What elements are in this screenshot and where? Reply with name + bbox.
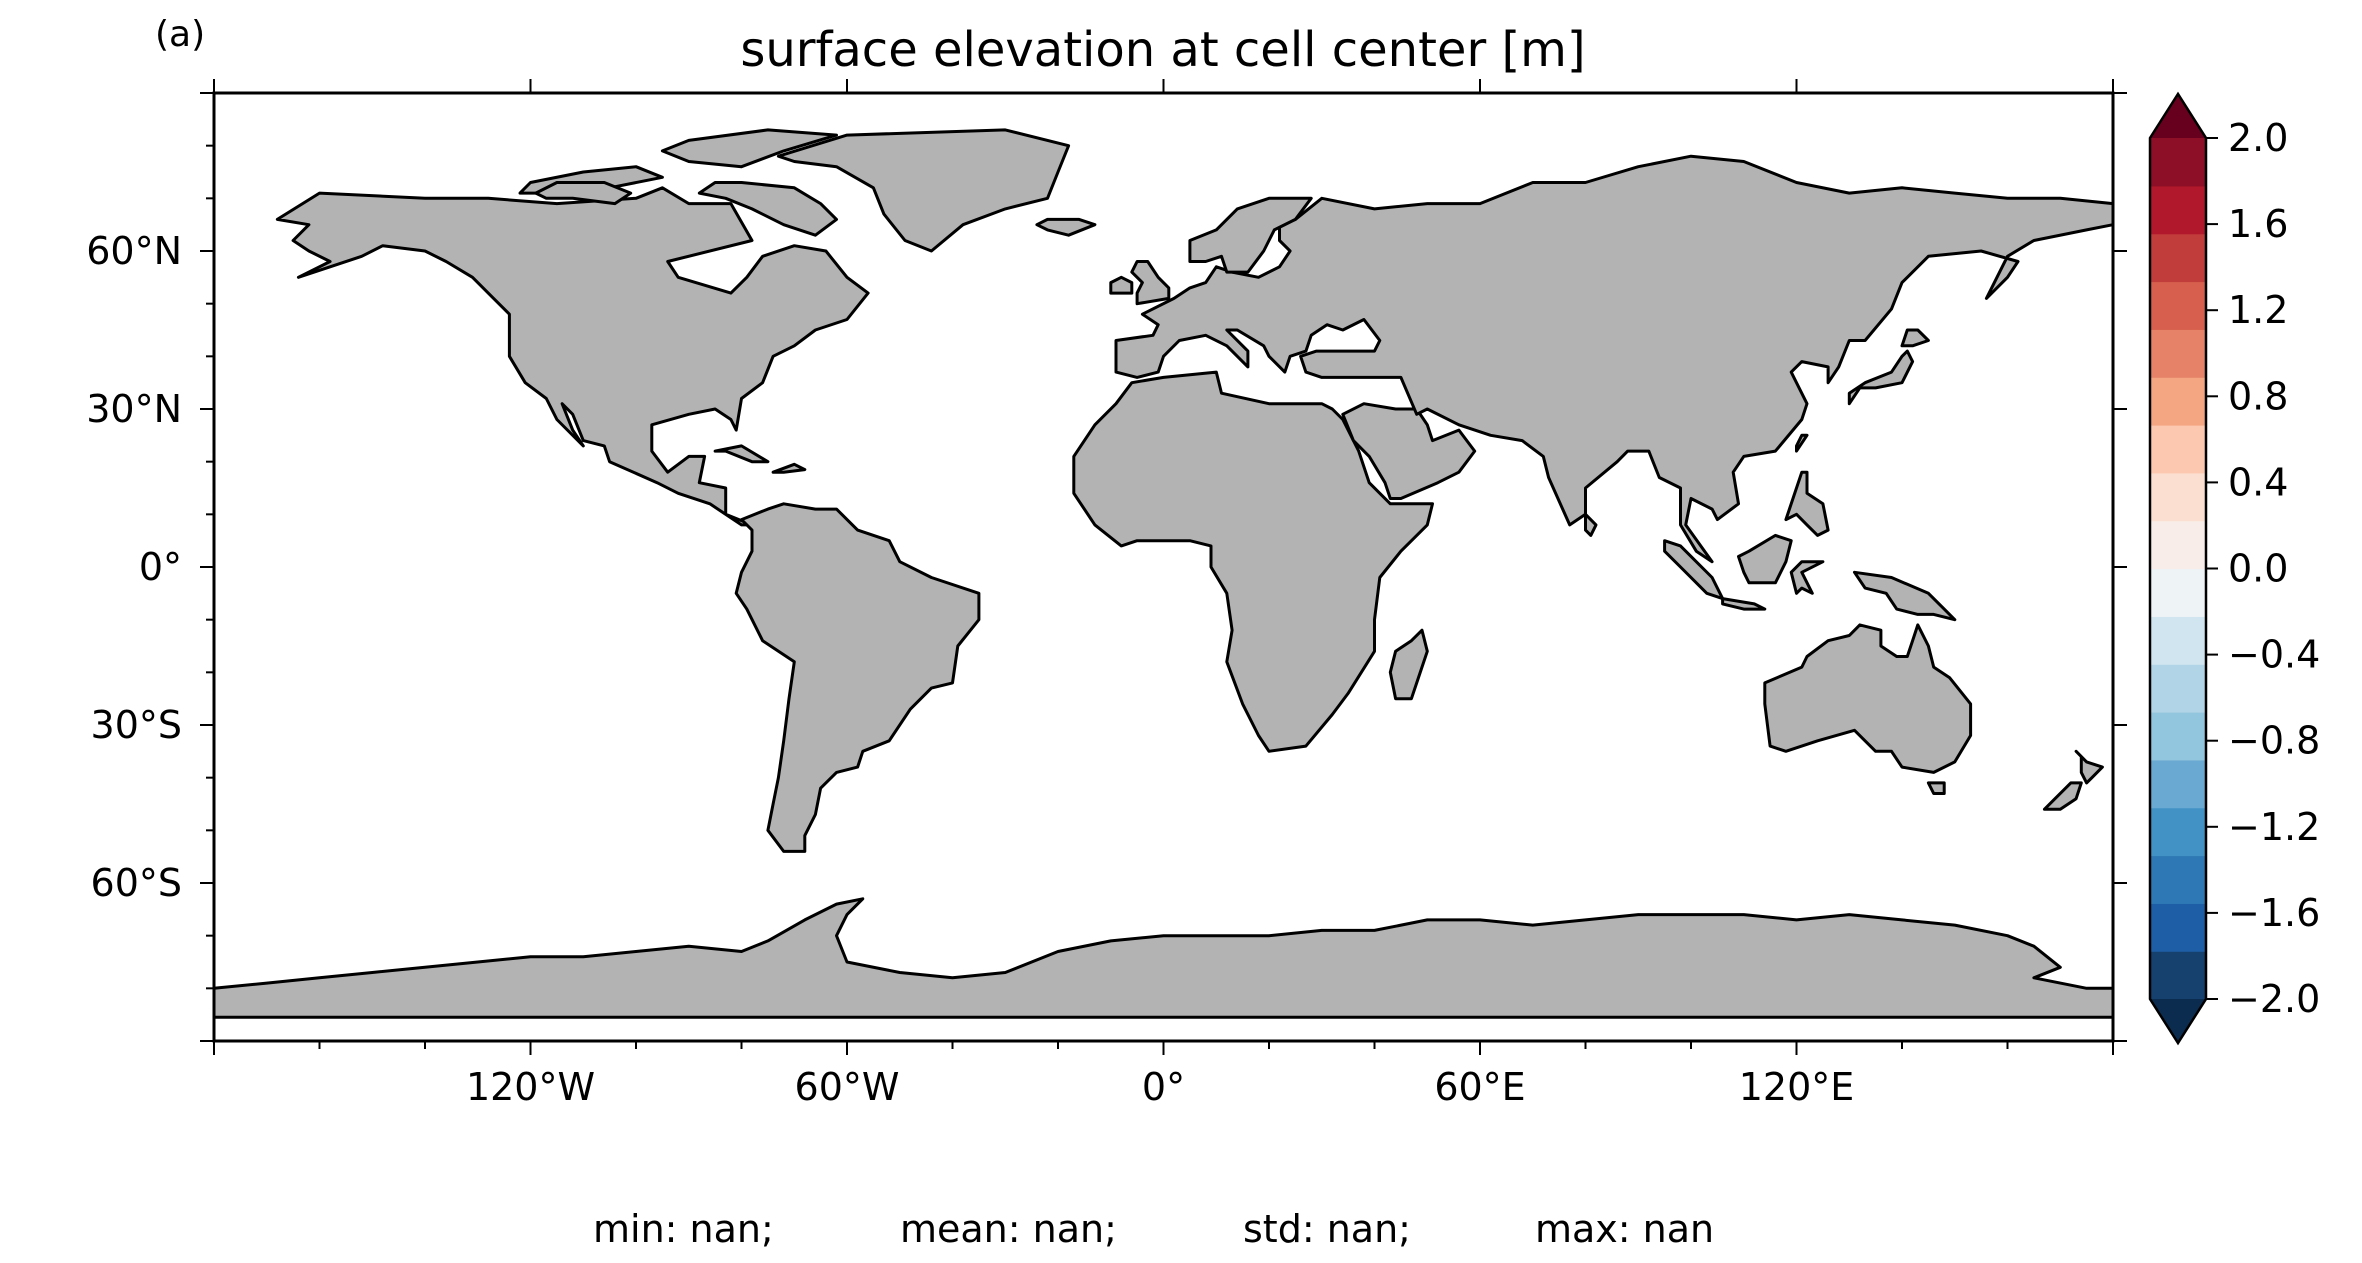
land-sulawesi [1789, 560, 1825, 595]
land-sumatra [1663, 539, 1725, 601]
map-ticks: 120°W 60°W 0° 60°E 120°E 60°N 30°N 0° 30°S 60°S [86, 79, 2127, 1109]
land-antarctica [212, 897, 2115, 1019]
colorbar-segment [2150, 472, 2206, 522]
colorbar-tick-label: −1.2 [2228, 805, 2320, 849]
stats-line: min: nan; mean: nan; std: nan; max: nan [593, 1207, 1714, 1251]
land-eurasia [1114, 154, 2115, 564]
colorbar-segment [2150, 903, 2206, 952]
land-new-guinea [1853, 570, 1957, 622]
colorbar-tick-label: −1.6 [2228, 891, 2320, 935]
map-title: surface elevation at cell center [m] [740, 22, 1585, 78]
lon-tick-label: 60°W [795, 1065, 900, 1109]
colorbar-tick-label: −0.8 [2228, 719, 2320, 763]
colorbar-segment [2150, 185, 2206, 235]
colorbar: 2.0 1.6 1.2 0.8 0.4 0.0 −0.4 −0.8 −1.2 −1.6 −2.0 [2148, 91, 2320, 1046]
land-australia [1763, 623, 1973, 774]
colorbar-tick-label: 0.0 [2228, 547, 2288, 591]
land-borneo [1737, 533, 1793, 585]
land-new-zealand-north [2074, 749, 2104, 785]
land-cuba [713, 444, 770, 464]
colorbar-segment [2150, 520, 2206, 570]
land-hispaniola [771, 462, 807, 474]
land-ellesmere-island [660, 128, 838, 169]
land-hokkaido [1900, 328, 1930, 348]
colorbar-tick-label: 1.2 [2228, 288, 2288, 332]
lon-tick-label: 120°E [1739, 1065, 1855, 1109]
colorbar-tick-label: −0.4 [2228, 633, 2320, 677]
colorbar-segment [2150, 329, 2206, 378]
colorbar-tick-label: −2.0 [2228, 977, 2320, 1021]
land-ireland [1109, 275, 1134, 295]
land-uk [1130, 260, 1171, 306]
lat-tick-label: 30°N [86, 387, 182, 431]
colorbar-segment [2150, 233, 2206, 283]
stat-max: max: nan [1535, 1207, 1714, 1251]
land-japan [1847, 349, 1915, 406]
land-scandinavia [1188, 196, 1313, 274]
colorbar-segment [2150, 807, 2206, 857]
colorbar-segment [2150, 855, 2206, 904]
land-sri-lanka [1584, 512, 1598, 537]
land-south-america [734, 502, 981, 853]
land-taiwan [1795, 433, 1809, 453]
land-greenland [776, 128, 1071, 253]
land-new-zealand-south [2042, 781, 2083, 811]
colorbar-extend-min [2150, 999, 2206, 1043]
colorbar-segment [2150, 425, 2206, 474]
lon-tick-label: 120°W [466, 1065, 595, 1109]
colorbar-tick-label: 0.4 [2228, 460, 2288, 504]
colorbar-tick-label: 1.6 [2228, 202, 2288, 246]
land-madagascar [1388, 628, 1429, 701]
lon-tick-label: 0° [1142, 1065, 1185, 1109]
land-arabia [1341, 402, 1477, 500]
colorbar-segment [2150, 281, 2206, 330]
lat-tick-label: 60°N [86, 229, 182, 273]
colorbar-tick-label: 0.8 [2228, 374, 2288, 418]
colorbar-segment [2150, 138, 2206, 187]
land-philippines [1784, 470, 1830, 537]
stat-mean: mean: nan; [900, 1207, 1117, 1251]
stat-std: std: nan; [1243, 1207, 1411, 1251]
land-africa [1072, 370, 1434, 753]
lat-tick-label: 30°S [91, 703, 182, 747]
colorbar-segment [2150, 377, 2206, 426]
lat-tick-label: 0° [139, 545, 182, 589]
colorbar-extend-max [2150, 94, 2206, 138]
colorbar-segment [2150, 712, 2206, 761]
lat-tick-label: 60°S [91, 861, 182, 905]
land-iceland [1035, 217, 1097, 237]
colorbar-segment [2150, 759, 2206, 809]
map-panel: 120°W 60°W 0° 60°E 120°E 60°N 30°N 0° 30°S 60°S [86, 79, 2127, 1109]
colorbar-tick-label: 2.0 [2228, 116, 2288, 160]
colorbar-segment [2150, 664, 2206, 713]
panel-label: (a) [155, 14, 205, 55]
colorbar-segment [2150, 568, 2206, 617]
land-baffin-island [697, 181, 838, 237]
lon-tick-label: 60°E [1434, 1065, 1525, 1109]
colorbar-segment [2150, 951, 2206, 1000]
land-masses [212, 128, 2115, 1019]
colorbar-segment [2150, 616, 2206, 665]
land-victoria-island [534, 181, 633, 206]
land-java [1721, 597, 1767, 611]
land-tasmania [1926, 781, 1946, 795]
land-north-america [275, 186, 870, 527]
stat-min: min: nan; [593, 1207, 774, 1251]
